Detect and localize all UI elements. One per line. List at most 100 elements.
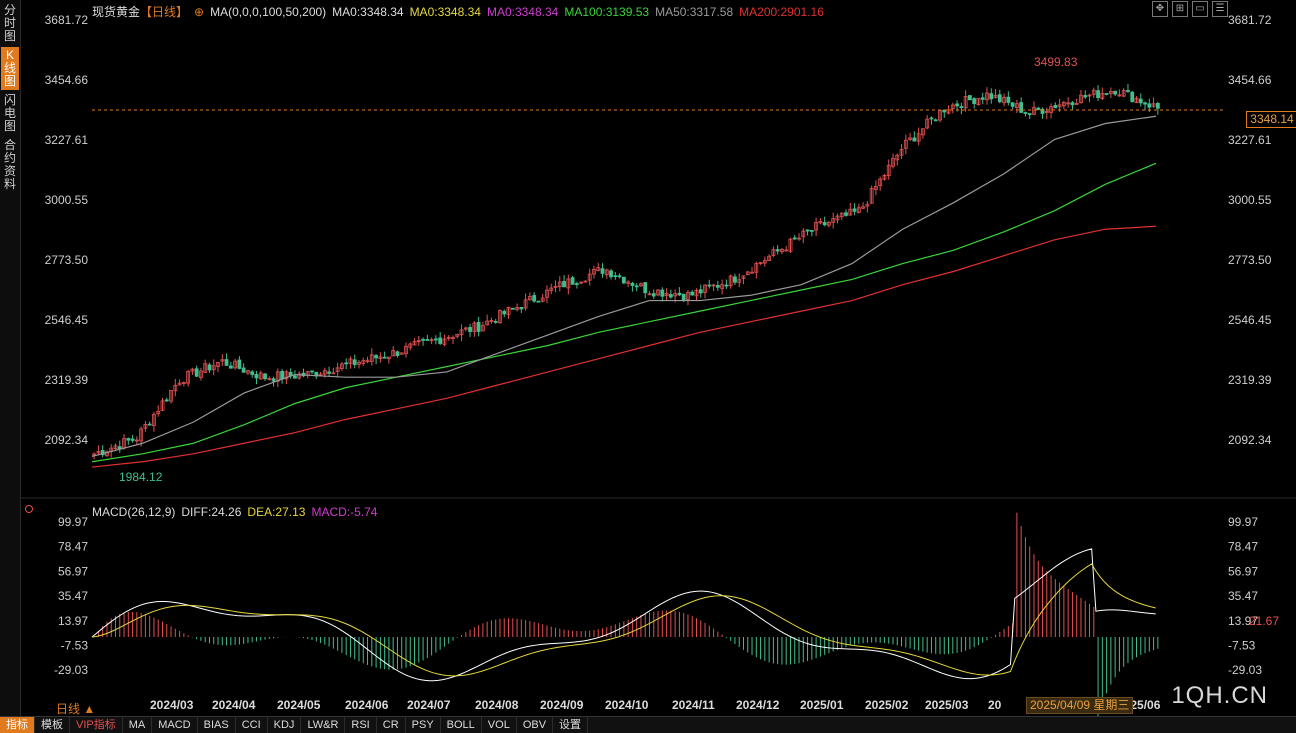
candle-body bbox=[557, 281, 562, 287]
indicator-tab-8[interactable]: LW&R bbox=[301, 717, 346, 733]
sidebar-tab-2[interactable]: 闪电图 bbox=[3, 93, 16, 133]
macd-axis-left-label: 78.47 bbox=[58, 540, 88, 554]
sidebar-tab-3[interactable]: 合约资料 bbox=[3, 138, 16, 191]
candle-body bbox=[1036, 107, 1041, 111]
indicator-marker-icon[interactable] bbox=[25, 505, 33, 513]
candle-body bbox=[980, 97, 985, 100]
candle-body bbox=[498, 310, 502, 324]
indicator-tab-15[interactable]: 设置 bbox=[553, 717, 589, 733]
x-axis-label: 2024/04 bbox=[212, 698, 256, 712]
candle-body bbox=[164, 399, 169, 402]
candle-body bbox=[784, 249, 789, 252]
candle-body bbox=[519, 307, 524, 310]
indicator-tab-4[interactable]: MACD bbox=[152, 717, 198, 733]
indicator-tab-7[interactable]: KDJ bbox=[268, 717, 302, 733]
candle-body bbox=[1121, 90, 1126, 97]
candle-body bbox=[1117, 94, 1122, 97]
candle-body bbox=[152, 414, 156, 427]
indicator-tab-14[interactable]: OBV bbox=[517, 717, 554, 733]
macd-axis-right-label: 35.47 bbox=[1228, 589, 1258, 603]
candle-body bbox=[293, 375, 297, 379]
chart-canvas[interactable]: 3681.72 3681.72 3454.66 3454.66 3227.61 3227.… bbox=[20, 0, 1296, 716]
price-axis-left-label: 3000.55 bbox=[45, 193, 89, 207]
candle-body bbox=[177, 382, 182, 386]
candle-body bbox=[280, 370, 284, 380]
candle-body bbox=[340, 363, 344, 369]
candle-body bbox=[241, 367, 246, 373]
indicator-tab-11[interactable]: PSY bbox=[406, 717, 441, 733]
x-axis-label: 2024/05 bbox=[277, 698, 321, 712]
ma-params: MA(0,0,0,100,50,200) bbox=[210, 5, 327, 19]
candle-body bbox=[604, 269, 609, 276]
ma50-value: MA50:3317.58 bbox=[655, 5, 734, 19]
chart-area[interactable]: 3681.72 3681.72 3454.66 3454.66 3227.61 3227.… bbox=[20, 0, 1296, 716]
candle-body bbox=[737, 279, 742, 283]
grid-icon[interactable]: ⊞ bbox=[1172, 1, 1188, 17]
indicator-tab-0[interactable]: 指标 bbox=[0, 717, 35, 733]
expand-icon[interactable]: ✥ bbox=[1152, 1, 1168, 17]
candle-body bbox=[527, 296, 532, 301]
candle-body bbox=[720, 284, 725, 289]
candle-body bbox=[254, 373, 259, 379]
candle-body bbox=[955, 103, 959, 107]
candle-body bbox=[126, 438, 131, 441]
sidebar-tab-0[interactable]: 分时图 bbox=[3, 3, 16, 43]
period-label[interactable]: 日线 ▲ bbox=[56, 702, 96, 716]
candle-body bbox=[169, 390, 173, 402]
indicator-tab-12[interactable]: BOLL bbox=[441, 717, 482, 733]
add-indicator-icon[interactable]: ⊕ bbox=[194, 5, 205, 19]
candle-body bbox=[929, 117, 934, 120]
symbol-name: 现货黄金 bbox=[92, 5, 141, 19]
candle-body bbox=[1104, 93, 1109, 95]
indicator-tab-2[interactable]: VIP指标 bbox=[70, 717, 123, 733]
price-axis-right-label: 2773.50 bbox=[1228, 253, 1272, 267]
candle-body bbox=[903, 139, 908, 149]
candle-body bbox=[856, 207, 861, 213]
candle-body bbox=[592, 268, 596, 275]
candle-body bbox=[933, 119, 938, 122]
candle-body bbox=[1023, 112, 1028, 114]
chart-toolbar: ✥ ⊞ ▭ ☰ bbox=[1152, 1, 1228, 17]
indicator-tab-3[interactable]: MA bbox=[123, 717, 153, 733]
candle-body bbox=[434, 338, 438, 341]
candle-body bbox=[1126, 90, 1130, 92]
candle-body bbox=[344, 362, 349, 365]
candle-body bbox=[891, 158, 895, 167]
watermark: 1QH.CN bbox=[1171, 682, 1268, 709]
macd-axis-right-label: 78.47 bbox=[1228, 540, 1258, 554]
candle-body bbox=[963, 96, 968, 109]
candle-body bbox=[216, 362, 220, 367]
candle-body bbox=[399, 352, 404, 355]
candle-body bbox=[506, 307, 511, 315]
candle-body bbox=[416, 340, 421, 342]
indicator-tab-5[interactable]: BIAS bbox=[198, 717, 236, 733]
candle-body bbox=[532, 295, 537, 302]
indicator-tab-9[interactable]: RSI bbox=[345, 717, 377, 733]
x-axis-label: 2025/02 bbox=[865, 698, 909, 712]
candle-body bbox=[1130, 91, 1135, 103]
candle-body bbox=[404, 345, 408, 354]
candle-body bbox=[352, 359, 357, 365]
sidebar-tab-1[interactable]: K线图 bbox=[1, 47, 19, 90]
menu-icon[interactable]: ☰ bbox=[1212, 1, 1228, 17]
candle-body bbox=[258, 372, 263, 380]
candle-body bbox=[775, 249, 780, 252]
candle-body bbox=[331, 372, 336, 375]
indicator-tab-6[interactable]: CCI bbox=[236, 717, 268, 733]
candle-body bbox=[515, 307, 519, 310]
candle-body bbox=[792, 237, 797, 240]
indicator-tab-10[interactable]: CR bbox=[377, 717, 406, 733]
candle-body bbox=[643, 282, 648, 294]
candle-body bbox=[425, 339, 430, 341]
macd-axis-right-label: -29.03 bbox=[1228, 663, 1262, 677]
indicator-tab-13[interactable]: VOL bbox=[482, 717, 517, 733]
candle-body bbox=[865, 203, 870, 207]
indicator-tab-1[interactable]: 模板 bbox=[35, 717, 70, 733]
candle-body bbox=[1061, 101, 1066, 107]
candle-body bbox=[780, 249, 784, 253]
window-icon[interactable]: ▭ bbox=[1192, 1, 1208, 17]
candle-body bbox=[489, 320, 494, 322]
candle-body bbox=[472, 322, 477, 332]
candle-body bbox=[438, 337, 443, 344]
candle-body bbox=[421, 338, 425, 341]
